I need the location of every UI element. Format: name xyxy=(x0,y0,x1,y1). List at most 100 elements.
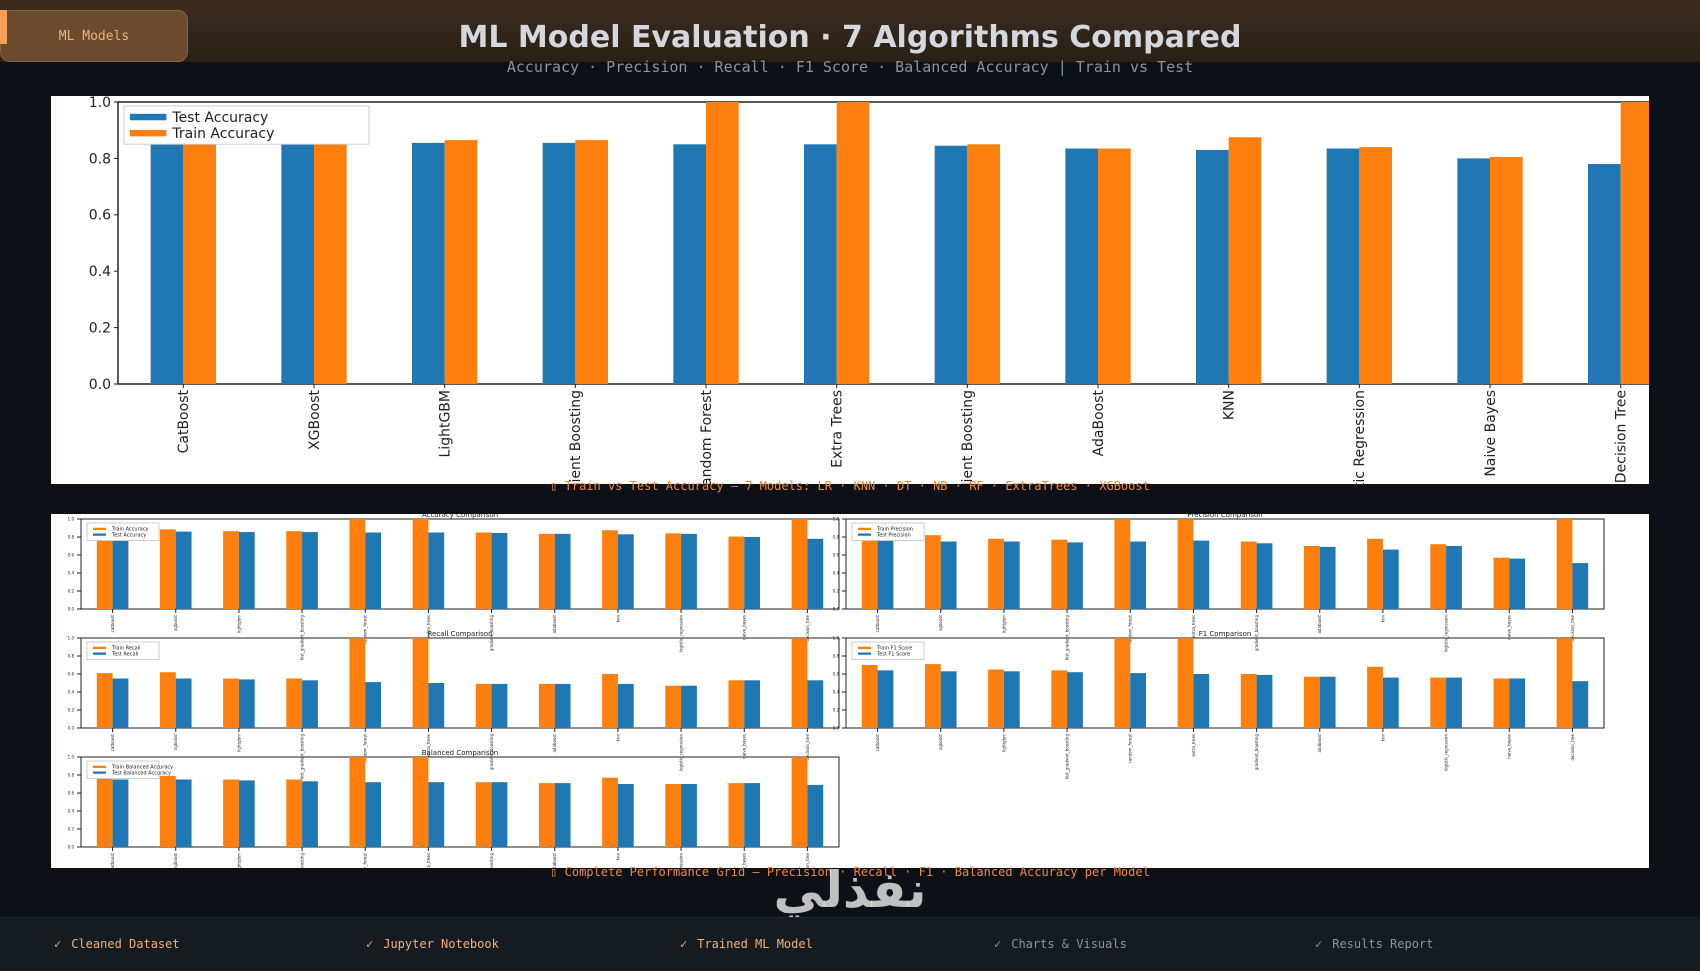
bar xyxy=(428,532,445,609)
x-tick-label: logistic_regression xyxy=(678,734,683,771)
x-tick-label: hist_gradient_boosting xyxy=(299,615,304,661)
x-tick-label: knn xyxy=(615,615,620,623)
bar xyxy=(1319,546,1336,609)
bar xyxy=(1130,673,1147,728)
bar xyxy=(665,533,682,609)
bar xyxy=(365,532,382,609)
bar xyxy=(1493,557,1510,609)
bar xyxy=(1303,546,1320,609)
bar xyxy=(412,142,445,384)
subplot-title: F1 Comparison xyxy=(1199,630,1252,638)
bar xyxy=(238,679,255,728)
bar xyxy=(1382,677,1399,728)
y-tick-label: 0.8 xyxy=(833,653,840,658)
y-tick-label: 0.8 xyxy=(833,534,840,539)
legend-label: Train Balanced Accuracy xyxy=(111,765,173,771)
bar xyxy=(365,682,382,728)
bar xyxy=(924,664,941,728)
legend-box xyxy=(123,105,370,145)
legend-box xyxy=(86,522,160,541)
x-tick-label: gradient_boosting xyxy=(489,734,494,771)
legend-label: Train Accuracy xyxy=(111,527,148,533)
bar xyxy=(1067,542,1083,609)
bar xyxy=(159,672,176,728)
check-icon: ✓ xyxy=(366,937,374,951)
bar xyxy=(744,783,761,847)
x-tick-label: Decision Tree xyxy=(1614,390,1630,483)
bar xyxy=(1114,638,1131,728)
bar xyxy=(1509,558,1526,609)
y-tick-label: 1.0 xyxy=(833,635,840,640)
bar xyxy=(1003,671,1020,728)
bar xyxy=(150,141,184,384)
bar xyxy=(934,145,968,384)
bar xyxy=(744,680,761,728)
bar xyxy=(538,683,555,728)
bar xyxy=(1556,519,1573,609)
x-tick-label: knn xyxy=(615,853,620,861)
y-tick-label: 1.0 xyxy=(68,635,75,640)
bar xyxy=(444,140,478,384)
y-tick-label: 0.2 xyxy=(68,826,75,831)
bar xyxy=(807,680,824,728)
x-tick-label: random_forest xyxy=(363,615,368,644)
bar xyxy=(804,144,837,384)
bar xyxy=(1193,540,1210,609)
x-tick-label: Logistic Regression xyxy=(1352,390,1368,484)
footer-item-trained-ml-model: ✓ Trained ML Model xyxy=(680,937,813,951)
x-tick-label: xgboost xyxy=(173,615,178,631)
bar xyxy=(791,757,808,847)
bar xyxy=(665,784,682,847)
bar xyxy=(475,782,492,847)
footer-item-jupyter-notebook: ✓ Jupyter Notebook xyxy=(366,937,499,951)
y-tick-label: 0.0 xyxy=(833,606,840,611)
main-chart-caption: ▯ Train vs Test Accuracy — 7 Models: LR … xyxy=(550,479,1150,493)
x-tick-label: LightGBM xyxy=(438,390,454,457)
x-tick-label: logistic_regression xyxy=(1443,734,1448,771)
y-tick-label: 0.4 xyxy=(833,570,840,575)
legend-box xyxy=(851,641,925,660)
legend-label: Train Accuracy xyxy=(171,126,274,142)
ml-models-badge[interactable]: ML Models xyxy=(0,10,188,62)
bar xyxy=(1196,149,1229,384)
legend-swatch xyxy=(858,527,871,531)
y-tick-label: 0.0 xyxy=(68,844,75,849)
y-tick-label: 0.8 xyxy=(68,653,75,658)
legend-label: Test Recall xyxy=(111,651,138,657)
check-icon: ✓ xyxy=(1315,937,1323,951)
y-tick-label: 0.6 xyxy=(68,671,75,676)
x-tick-label: xgboost xyxy=(938,734,943,750)
legend-label: Test Accuracy xyxy=(171,110,268,126)
bar xyxy=(807,538,824,609)
legend-swatch xyxy=(93,765,106,769)
bar xyxy=(286,531,303,609)
y-tick-label: 0.4 xyxy=(68,689,75,694)
x-tick-label: lightgbm xyxy=(236,734,241,752)
x-tick-label: lightgbm xyxy=(1001,734,1006,752)
bar xyxy=(681,784,697,847)
bar xyxy=(940,541,957,609)
bar xyxy=(302,781,318,847)
y-tick-label: 0.6 xyxy=(833,552,840,557)
bar xyxy=(744,537,761,609)
bar xyxy=(1382,549,1399,609)
y-tick-label: 0.4 xyxy=(68,570,75,575)
bar xyxy=(1319,676,1336,728)
y-tick-label: 0.6 xyxy=(89,208,111,224)
bar xyxy=(1490,156,1523,384)
bar xyxy=(554,533,571,609)
legend-swatch xyxy=(858,652,871,655)
grid-chart-caption: ▯ Complete Performance Grid — Precision … xyxy=(550,865,1150,879)
x-tick-label: hist_gradient_boosting xyxy=(299,734,304,780)
bar xyxy=(112,779,129,847)
x-tick-label: xgboost xyxy=(938,615,943,631)
bar xyxy=(1367,666,1383,728)
bar xyxy=(223,531,239,609)
bar xyxy=(554,683,571,728)
legend-box xyxy=(86,760,160,779)
bar xyxy=(1130,541,1147,609)
x-tick-label: extra_trees xyxy=(426,853,431,868)
x-tick-label: xgboost xyxy=(173,734,178,750)
bar xyxy=(836,102,870,384)
bar xyxy=(175,678,192,728)
